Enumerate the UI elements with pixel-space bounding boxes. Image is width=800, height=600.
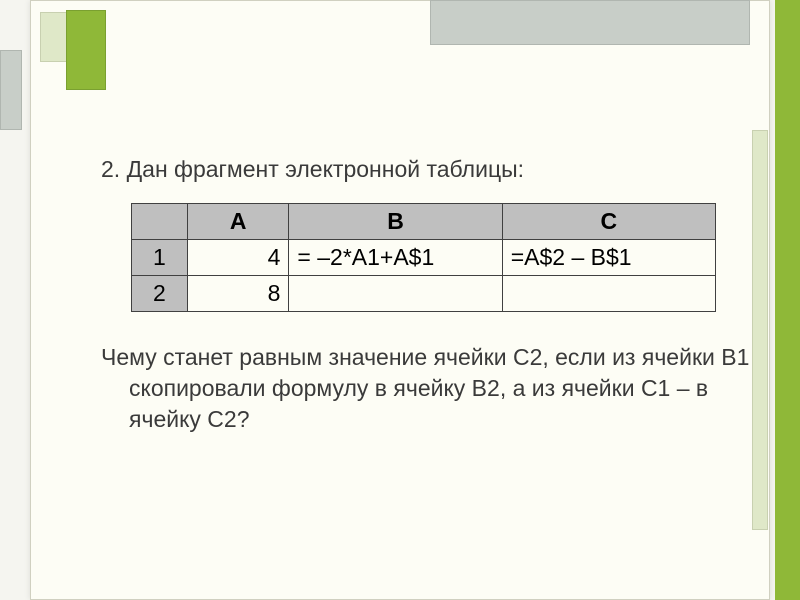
col-header-a: A [187, 204, 289, 240]
col-header-b: B [289, 204, 502, 240]
spreadsheet-table: A B C 1 4 = –2*A1+A$1 =A$2 – B$1 2 8 [131, 203, 716, 312]
cell-b2 [289, 276, 502, 312]
table-row: 2 8 [132, 276, 716, 312]
content-area: 2. Дан фрагмент электронной таблицы: A B… [101, 156, 761, 435]
corner-cell [132, 204, 188, 240]
cell-a2: 8 [187, 276, 289, 312]
col-header-c: C [502, 204, 715, 240]
row-header-1: 1 [132, 240, 188, 276]
deco-block-gray [430, 0, 750, 45]
table-header-row: A B C [132, 204, 716, 240]
deco-right-bar [775, 0, 800, 600]
deco-right-light [752, 130, 768, 530]
deco-block-green [66, 10, 106, 90]
cell-c2 [502, 276, 715, 312]
row-header-2: 2 [132, 276, 188, 312]
task-heading: 2. Дан фрагмент электронной таблицы: [101, 156, 761, 183]
cell-c1: =A$2 – B$1 [502, 240, 715, 276]
cell-b1: = –2*A1+A$1 [289, 240, 502, 276]
table-row: 1 4 = –2*A1+A$1 =A$2 – B$1 [132, 240, 716, 276]
slide-page: 2. Дан фрагмент электронной таблицы: A B… [30, 0, 770, 600]
deco-left-strip [0, 50, 22, 130]
cell-a1: 4 [187, 240, 289, 276]
task-question: Чему станет равным значение ячейки С2, е… [129, 342, 769, 435]
